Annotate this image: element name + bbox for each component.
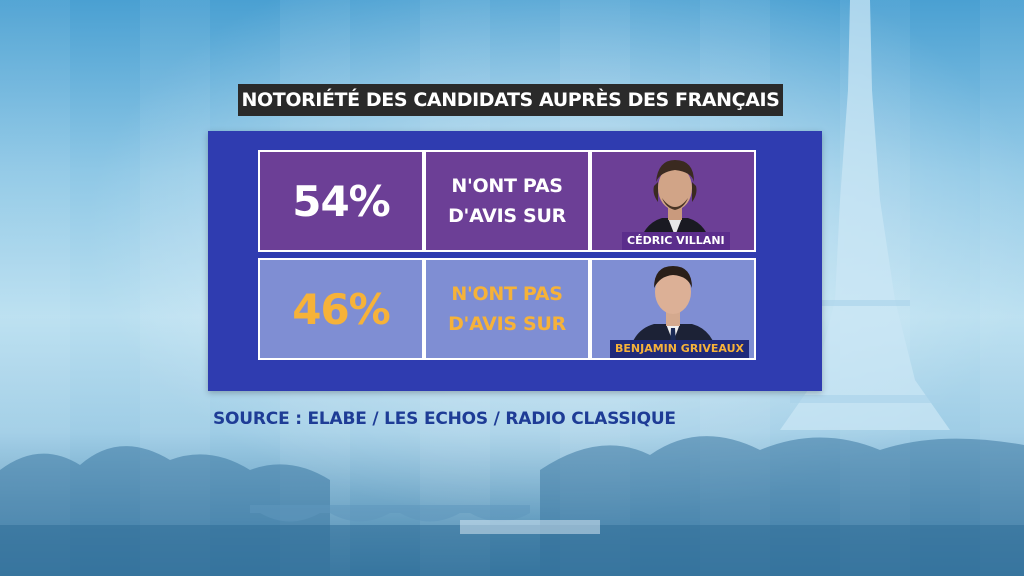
chart-title: NOTORIÉTÉ DES CANDIDATS AUPRÈS DES FRANÇ… bbox=[238, 84, 783, 116]
label-cell-villani: N'ONT PAS D'AVIS SUR bbox=[424, 150, 590, 252]
results-panel: 54% N'ONT PAS D'AVIS SUR CÉDRIC VILLANI … bbox=[208, 131, 822, 391]
photo-cell-villani: CÉDRIC VILLANI bbox=[590, 150, 756, 252]
label-cell-griveaux: N'ONT PAS D'AVIS SUR bbox=[424, 258, 590, 360]
label-line2: D'AVIS SUR bbox=[448, 313, 566, 335]
percent-griveaux: 46% bbox=[292, 284, 391, 334]
name-tag-griveaux: BENJAMIN GRIVEAUX bbox=[610, 340, 749, 358]
label-line1: N'ONT PAS bbox=[451, 283, 563, 305]
name-tag-villani: CÉDRIC VILLANI bbox=[622, 232, 730, 250]
photo-cell-griveaux: BENJAMIN GRIVEAUX bbox=[590, 258, 756, 360]
percent-villani: 54% bbox=[292, 176, 391, 226]
percent-cell-villani: 54% bbox=[258, 150, 424, 252]
bridge-silhouette bbox=[250, 505, 530, 522]
boat bbox=[460, 520, 600, 534]
label-line2: D'AVIS SUR bbox=[448, 205, 566, 227]
percent-cell-griveaux: 46% bbox=[258, 258, 424, 360]
eiffel-tower-icon bbox=[780, 0, 950, 430]
label-line1: N'ONT PAS bbox=[451, 175, 563, 197]
source-caption: SOURCE : ELABE / LES ECHOS / RADIO CLASS… bbox=[213, 409, 676, 429]
